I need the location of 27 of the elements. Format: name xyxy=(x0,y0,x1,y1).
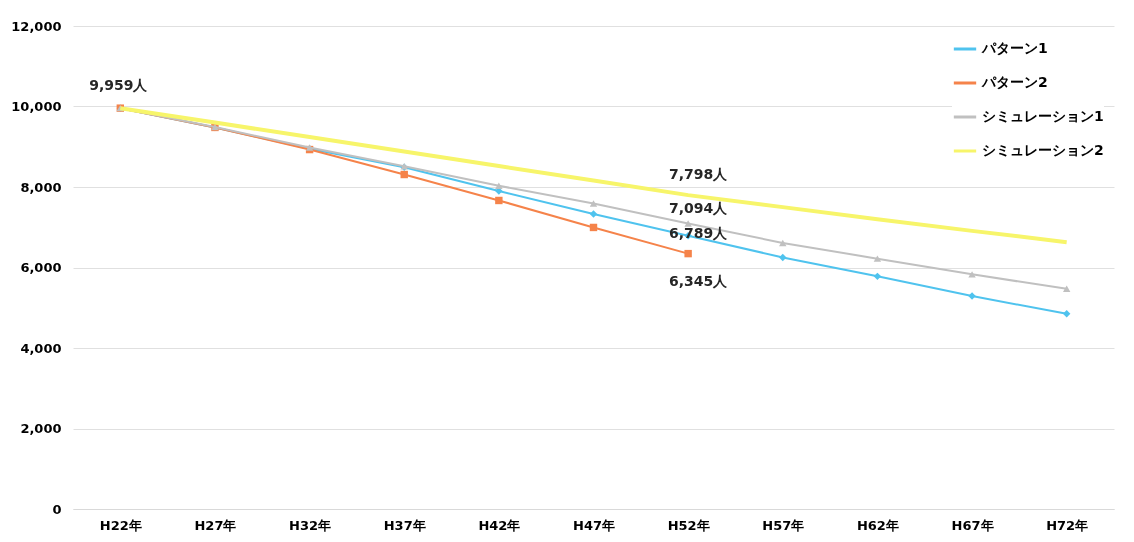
legend-label: パターン1 xyxy=(981,40,1048,56)
y-tick-label: 12,000 xyxy=(11,18,62,34)
annotation: 6,789人 xyxy=(668,224,729,241)
legend-label: パターン2 xyxy=(981,74,1048,90)
x-tick-label: H72年 xyxy=(1046,517,1089,533)
legend-label: シミュレーション1 xyxy=(982,108,1104,124)
annotation: 9,959人 xyxy=(89,77,149,94)
y-tick-label: 2,000 xyxy=(20,421,62,436)
x-tick-label: H42年 xyxy=(478,517,521,533)
y-tick-label: 10,000 xyxy=(11,99,62,114)
annotation: 7,798人 xyxy=(668,166,729,183)
x-tick-label: H22年 xyxy=(99,517,142,533)
y-tick-label: 6,000 xyxy=(20,260,62,275)
x-tick-label: H27年 xyxy=(194,517,237,533)
x-tick-label: H47年 xyxy=(573,517,615,533)
legend-label: シミュレーション2 xyxy=(982,142,1104,158)
x-tick-label: H67年 xyxy=(951,517,994,533)
x-tick-label: H52年 xyxy=(667,517,710,533)
x-tick-label: H62年 xyxy=(856,517,899,533)
y-tick-label: 4,000 xyxy=(20,340,62,356)
annotation: 7,094人 xyxy=(668,200,729,217)
y-tick-label: 8,000 xyxy=(20,179,62,195)
x-tick-label: H37年 xyxy=(383,517,426,533)
annotation: 6,345人 xyxy=(668,272,729,289)
x-tick-label: H32年 xyxy=(289,517,332,533)
x-tick-label: H57年 xyxy=(762,517,805,533)
y-tick-label: 0 xyxy=(52,501,62,517)
